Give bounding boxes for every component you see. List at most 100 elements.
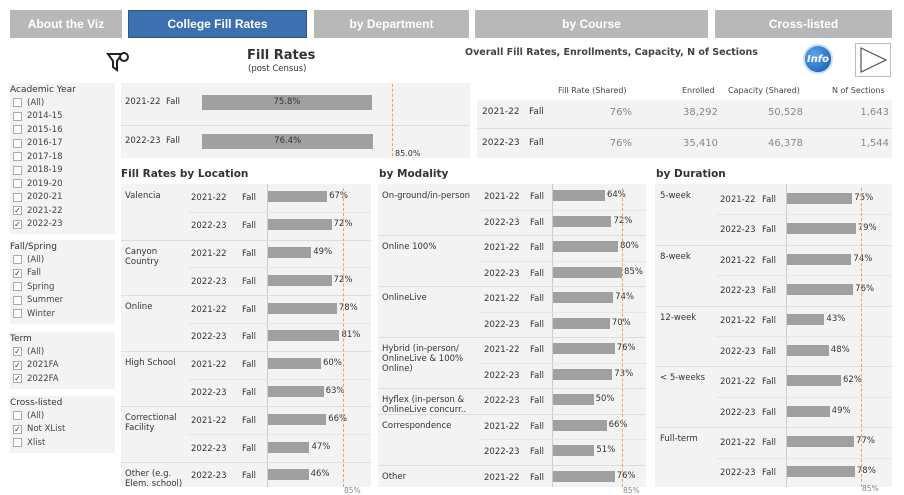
row-divider xyxy=(716,275,892,277)
bar xyxy=(787,253,852,265)
filter-option[interactable]: ✓ Fall xyxy=(10,267,115,281)
checkbox[interactable] xyxy=(13,125,22,135)
row-year: 2021-22 xyxy=(484,421,520,432)
nav-tab-4[interactable]: Cross-listed xyxy=(715,10,892,38)
row-divider xyxy=(480,362,646,364)
play-icon xyxy=(860,47,888,73)
checkbox[interactable] xyxy=(13,282,22,292)
filter-option[interactable]: (All) xyxy=(10,96,115,110)
row-divider xyxy=(716,457,892,459)
row-term: Fall xyxy=(762,194,777,205)
checkbox[interactable] xyxy=(13,152,22,162)
checkbox[interactable] xyxy=(13,411,22,421)
checkbox[interactable] xyxy=(13,309,22,319)
filter-option[interactable]: 2015-16 xyxy=(10,123,115,137)
bar-label: 66% xyxy=(608,419,628,430)
checkbox[interactable] xyxy=(13,138,22,148)
bar xyxy=(553,292,614,304)
table-cell: 2021-22 xyxy=(482,107,520,117)
row-year: 2022-23 xyxy=(484,268,520,279)
nav-tab-3[interactable]: by Course xyxy=(475,10,708,38)
filter-option-label: Spring xyxy=(27,281,55,292)
nav-tab-1[interactable]: College Fill Rates xyxy=(128,10,307,38)
bar-label: 64% xyxy=(606,190,626,201)
filter-title: Fall/Spring xyxy=(10,242,57,252)
reference-label: 85.0% xyxy=(395,149,421,158)
row-term: Fall xyxy=(762,255,777,266)
bar xyxy=(268,469,309,481)
row-term: Fall xyxy=(762,377,777,388)
checkbox[interactable]: ✓ xyxy=(13,206,22,216)
filter-option[interactable]: Winter xyxy=(10,307,115,321)
checkbox[interactable] xyxy=(13,98,22,108)
checkbox[interactable] xyxy=(13,192,22,202)
filter-option[interactable]: ✓ 2022-23 xyxy=(10,218,115,232)
checkbox[interactable] xyxy=(13,255,22,265)
row-year: 2021-22 xyxy=(191,360,227,371)
nav-tab-2[interactable]: by Department xyxy=(314,10,469,38)
filter-option[interactable]: 2020-21 xyxy=(10,191,115,205)
row-year: 2022-23 xyxy=(720,225,756,236)
checkbox[interactable]: ✓ xyxy=(13,268,22,278)
row-term: Fall xyxy=(166,136,181,146)
filter-option[interactable]: 2018-19 xyxy=(10,164,115,178)
filter-reset-icon[interactable] xyxy=(104,48,132,76)
filter-option[interactable]: ✓ 2021FA xyxy=(10,359,115,373)
bar-label: 47% xyxy=(311,441,331,452)
filter-option[interactable]: ✓ 2021-22 xyxy=(10,204,115,218)
filter-option-label: (All) xyxy=(27,97,45,108)
filter-title: Academic Year xyxy=(10,85,76,95)
bar-label: 74% xyxy=(615,292,634,303)
filter-option[interactable]: 2017-18 xyxy=(10,150,115,164)
group-divider xyxy=(378,388,646,389)
filter-option[interactable]: (All) xyxy=(10,409,115,423)
filter-option[interactable]: 2016-17 xyxy=(10,137,115,151)
row-divider xyxy=(480,260,646,262)
reference-line xyxy=(392,84,394,156)
filter-option[interactable]: ✓ (All) xyxy=(10,345,115,359)
nav-tab-0[interactable]: About the Viz xyxy=(10,10,122,38)
checkbox[interactable]: ✓ xyxy=(13,374,22,384)
checkbox[interactable]: ✓ xyxy=(13,360,22,370)
filter-option[interactable]: ✓ 2022FA xyxy=(10,372,115,386)
checkbox[interactable] xyxy=(13,295,22,305)
bar xyxy=(553,241,618,253)
bar-label: 60% xyxy=(322,358,342,369)
bar xyxy=(268,302,337,314)
bar xyxy=(268,386,324,397)
checkbox[interactable]: ✓ xyxy=(13,424,22,434)
filter-option[interactable]: Summer xyxy=(10,294,115,308)
row-term: Fall xyxy=(166,97,181,107)
row-year: 2021-22 xyxy=(484,243,520,254)
filter-option[interactable]: Xlist xyxy=(10,436,115,450)
page-title: Fill Rates xyxy=(247,48,316,63)
chart-background xyxy=(378,184,646,487)
row-year: 2021-22 xyxy=(191,193,227,204)
checkbox[interactable] xyxy=(13,179,22,189)
next-button[interactable] xyxy=(855,43,891,77)
checkbox[interactable]: ✓ xyxy=(13,347,22,357)
filter-option[interactable]: 2019-20 xyxy=(10,177,115,191)
row-term: Fall xyxy=(530,268,545,279)
row-year: 2022-23 xyxy=(191,276,227,287)
row-term: Fall xyxy=(530,294,545,305)
info-button[interactable]: Info xyxy=(803,44,833,74)
bar xyxy=(787,283,854,295)
checkbox[interactable] xyxy=(13,111,22,121)
group-divider xyxy=(378,235,646,236)
group-label: < 5-weeks xyxy=(660,373,706,384)
checkbox[interactable]: ✓ xyxy=(13,219,22,229)
row-year: 2021-22 xyxy=(125,97,161,107)
bar-label: 66% xyxy=(328,413,348,424)
checkbox[interactable] xyxy=(13,438,22,448)
checkbox[interactable] xyxy=(13,165,22,175)
row-term: Fall xyxy=(762,407,777,418)
bar-label: 49% xyxy=(313,247,333,257)
filter-option[interactable]: Spring xyxy=(10,280,115,294)
filter-option[interactable]: (All) xyxy=(10,253,115,267)
filter-option[interactable]: ✓ Not XList xyxy=(10,423,115,437)
group-label: Hybrid (in-person/ OnlineLive & 100% Onl… xyxy=(382,344,464,374)
bar xyxy=(787,405,830,417)
filter-option[interactable]: 2014-15 xyxy=(10,110,115,124)
bar-label: 85% xyxy=(624,266,643,277)
